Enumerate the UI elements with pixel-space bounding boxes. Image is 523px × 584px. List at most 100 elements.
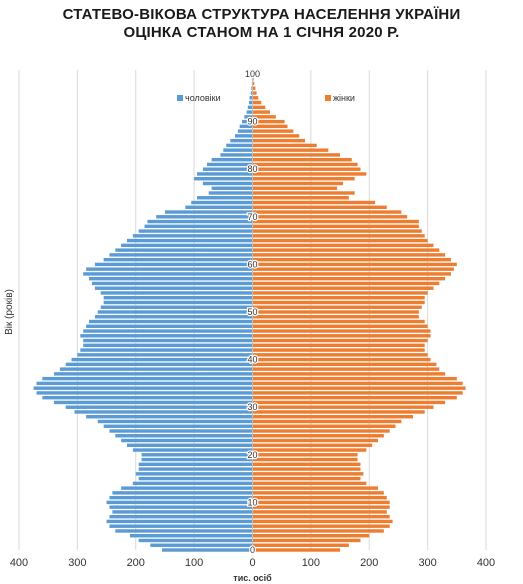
bar-male-age-10: [106, 500, 253, 505]
bar-female-age-4: [252, 529, 384, 533]
bar-male-age-54: [100, 291, 253, 295]
bar-female-age-27: [252, 419, 402, 424]
bar-male-age-31: [54, 400, 253, 405]
chart-title-line2: ОЦІНКА СТАНОМ НА 1 СІЧНЯ 2020 Р.: [123, 24, 400, 41]
y-tick-label: 0: [250, 545, 255, 555]
x-tick-label: 400: [10, 557, 28, 569]
bar-female-age-52: [252, 300, 425, 305]
bar-female-age-16: [252, 472, 364, 476]
bar-female-age-44: [252, 338, 428, 343]
bar-female-age-11: [252, 495, 387, 500]
bar-female-age-6: [252, 519, 393, 524]
bar-male-age-18: [138, 462, 253, 467]
bar-male-age-70: [156, 215, 253, 219]
x-tick-label: 200: [360, 557, 378, 569]
bar-male-age-27: [97, 419, 253, 424]
bar-female-age-79: [252, 172, 367, 176]
bar-female-age-54: [252, 291, 428, 295]
bar-male-age-44: [83, 338, 253, 343]
bar-female-age-90: [252, 119, 285, 124]
bar-male-age-91: [244, 115, 253, 119]
bar-male-age-46: [83, 329, 253, 333]
bar-female-age-53: [252, 296, 425, 300]
bar-male-age-61: [103, 257, 253, 262]
bar-female-age-74: [252, 196, 349, 200]
bar-female-age-75: [252, 191, 355, 195]
bar-male-age-50: [97, 310, 253, 314]
bar-female-age-60: [252, 262, 457, 267]
bar-male-age-75: [208, 191, 253, 195]
bar-male-age-41: [77, 353, 253, 357]
bar-female-age-5: [252, 524, 390, 528]
bar-male-age-93: [247, 105, 253, 110]
bar-male-age-42: [80, 348, 253, 352]
bar-female-age-78: [252, 177, 355, 181]
bar-female-age-45: [252, 334, 431, 338]
bar-male-age-89: [239, 124, 253, 129]
bar-female-age-40: [252, 357, 431, 362]
bar-male-age-23: [121, 438, 253, 443]
bar-male-age-71: [164, 210, 253, 214]
bar-male-age-17: [138, 467, 253, 471]
bar-male-age-26: [103, 424, 253, 428]
x-tick-label: 100: [185, 557, 203, 569]
bar-female-age-34: [252, 386, 466, 390]
bar-male-age-76: [211, 186, 253, 190]
y-tick-label: 20: [247, 450, 257, 460]
bar-male-age-72: [185, 205, 253, 209]
bar-female-age-94: [252, 100, 262, 105]
bar-female-age-82: [252, 157, 352, 162]
bar-female-age-86: [252, 138, 306, 143]
bar-female-age-36: [252, 376, 457, 381]
bar-female-age-12: [252, 491, 384, 495]
bar-female-age-99: [252, 77, 254, 81]
bar-female-age-67: [252, 229, 422, 233]
y-tick-label: 70: [247, 212, 257, 222]
bar-female-age-55: [252, 286, 434, 290]
bar-male-age-12: [112, 491, 253, 495]
bar-male-age-32: [42, 395, 253, 400]
bar-female-age-97: [252, 86, 256, 90]
bar-male-age-87: [234, 134, 253, 138]
bar-female-age-29: [252, 410, 425, 414]
bar-female-age-56: [252, 281, 440, 286]
bar-female-age-72: [252, 205, 387, 209]
bar-female-age-26: [252, 424, 396, 428]
bar-female-age-43: [252, 343, 425, 348]
bar-male-age-81: [206, 162, 253, 167]
bar-female-age-64: [252, 243, 434, 248]
bar-male-age-60: [94, 262, 253, 267]
bar-female-age-31: [252, 400, 446, 405]
bar-male-age-86: [230, 138, 253, 143]
bar-female-age-84: [252, 148, 329, 152]
bar-male-age-0: [162, 548, 253, 552]
bar-male-age-24: [115, 434, 253, 438]
bar-male-age-8: [112, 510, 253, 514]
x-tick-label: 300: [418, 557, 436, 569]
bar-female-age-92: [252, 110, 271, 114]
bar-male-age-6: [106, 519, 253, 524]
bar-male-age-57: [89, 276, 253, 281]
bar-female-age-70: [252, 215, 408, 219]
bar-male-age-7: [109, 514, 253, 519]
x-tick-label: 100: [302, 557, 320, 569]
bar-male-age-40: [71, 357, 253, 362]
bar-female-age-38: [252, 367, 440, 371]
bar-male-age-88: [237, 129, 253, 133]
bar-male-age-83: [220, 153, 253, 157]
bar-female-age-69: [252, 219, 419, 224]
y-tick-label: 40: [247, 355, 257, 365]
y-tick-label: 100: [245, 69, 260, 79]
bar-female-age-77: [252, 181, 343, 186]
bar-female-age-49: [252, 315, 419, 319]
bar-female-age-13: [252, 486, 379, 490]
bar-female-age-63: [252, 248, 440, 252]
bar-male-age-78: [194, 177, 253, 181]
bar-male-age-1: [150, 543, 253, 547]
bar-female-age-58: [252, 272, 451, 276]
x-tick-label: 300: [68, 557, 86, 569]
bar-female-age-85: [252, 143, 317, 148]
bar-female-age-76: [252, 186, 338, 190]
y-tick-label: 10: [247, 497, 257, 507]
y-tick-label: 50: [247, 307, 257, 317]
